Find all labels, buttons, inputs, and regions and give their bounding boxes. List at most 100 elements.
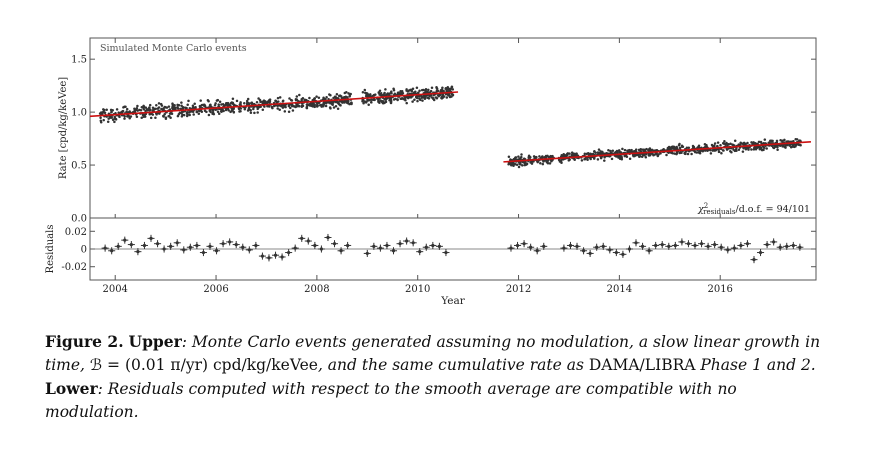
residual-point — [272, 251, 280, 259]
event-point — [290, 104, 294, 108]
event-point — [436, 94, 440, 97]
event-point — [380, 99, 384, 103]
event-point — [384, 88, 387, 91]
residual-point — [239, 243, 247, 251]
event-point — [776, 145, 779, 149]
event-point — [409, 96, 412, 99]
residual-dot — [306, 239, 310, 243]
residual-dot — [765, 242, 769, 247]
event-point — [123, 117, 126, 120]
residual-point — [665, 242, 673, 250]
event-point — [340, 100, 343, 103]
residual-point — [167, 242, 175, 250]
event-point — [127, 114, 131, 118]
residual-dot — [398, 242, 402, 246]
residual-point — [226, 238, 234, 246]
residual-point — [108, 247, 116, 255]
event-point — [771, 139, 774, 143]
event-point — [733, 139, 737, 142]
event-point — [677, 144, 681, 147]
event-point — [365, 95, 369, 98]
event-point — [331, 103, 334, 107]
residual-point — [691, 241, 699, 249]
residual-dot — [424, 245, 428, 249]
residual-point — [533, 247, 541, 255]
event-point — [421, 99, 424, 102]
event-point — [695, 151, 699, 154]
event-point — [678, 146, 682, 150]
event-point — [599, 150, 602, 153]
residual-point — [154, 240, 162, 248]
event-point — [225, 102, 228, 105]
caption-upper-text-3: Phase 1 and 2. — [695, 356, 816, 374]
residual-point — [527, 243, 535, 251]
residual-point — [599, 242, 607, 250]
residual-point — [330, 240, 339, 248]
event-point — [698, 150, 701, 154]
event-point — [167, 105, 171, 108]
residual-point — [396, 240, 404, 248]
residual-dot — [169, 244, 173, 248]
residual-dot — [293, 246, 297, 250]
event-point — [408, 92, 412, 95]
event-point — [246, 102, 249, 106]
event-point — [324, 104, 328, 108]
event-point — [283, 105, 287, 108]
residual-dot — [273, 253, 278, 257]
residual-dot — [785, 244, 789, 248]
event-point — [659, 152, 662, 155]
event-point — [99, 121, 103, 124]
event-point — [256, 111, 259, 114]
event-point — [224, 108, 228, 111]
event-point — [305, 106, 309, 110]
caption-figure-label: Figure 2. — [45, 332, 124, 351]
residual-point — [140, 241, 148, 249]
event-point — [654, 153, 657, 156]
residual-point — [193, 241, 201, 249]
event-point — [176, 103, 179, 107]
residual-point — [684, 240, 692, 248]
event-point — [181, 107, 185, 110]
event-point — [270, 105, 274, 109]
event-point — [435, 89, 439, 93]
event-point — [384, 100, 388, 104]
residual-point — [632, 239, 640, 247]
residual-dot — [129, 242, 133, 247]
event-point — [336, 107, 340, 111]
event-point — [597, 152, 600, 156]
residual-point — [370, 242, 378, 250]
event-point — [637, 148, 641, 152]
event-point — [363, 100, 367, 103]
event-point — [105, 108, 108, 112]
event-point — [405, 101, 408, 105]
residual-dot — [627, 247, 632, 251]
event-point — [397, 91, 400, 94]
event-point — [407, 89, 411, 92]
event-point — [442, 95, 446, 98]
residual-point — [219, 240, 227, 248]
event-point — [546, 161, 550, 165]
upper-frame — [89, 37, 817, 219]
residual-point — [311, 241, 319, 249]
residual-dot — [608, 248, 612, 252]
event-point — [276, 104, 279, 107]
event-point — [294, 105, 297, 109]
event-point — [753, 146, 756, 150]
upper-fit-lines — [89, 91, 812, 163]
event-point — [783, 138, 786, 142]
event-point — [246, 97, 250, 101]
event-point — [759, 147, 763, 150]
residual-point — [121, 236, 129, 244]
event-point — [178, 111, 182, 115]
residual-point — [317, 245, 325, 253]
event-point — [445, 96, 449, 99]
residual-dot — [660, 242, 664, 247]
event-point — [253, 111, 256, 115]
event-point — [318, 103, 322, 107]
event-point — [211, 109, 215, 112]
residual-point — [206, 242, 214, 250]
event-point — [281, 106, 285, 109]
residual-dot — [522, 242, 526, 246]
residual-dot — [621, 252, 625, 256]
event-point — [221, 108, 224, 111]
